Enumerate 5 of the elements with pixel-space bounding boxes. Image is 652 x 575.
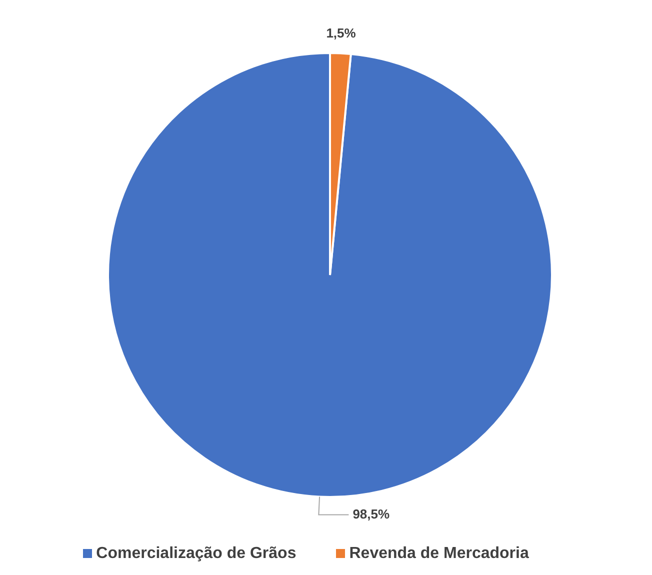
- data-label: 98,5%: [352, 506, 390, 522]
- pie-slice: [107, 52, 553, 498]
- data-label: 1,5%: [326, 25, 356, 40]
- legend-label: Comercialização de Grãos: [96, 545, 296, 562]
- legend-label: Revenda de Mercadoria: [349, 545, 529, 562]
